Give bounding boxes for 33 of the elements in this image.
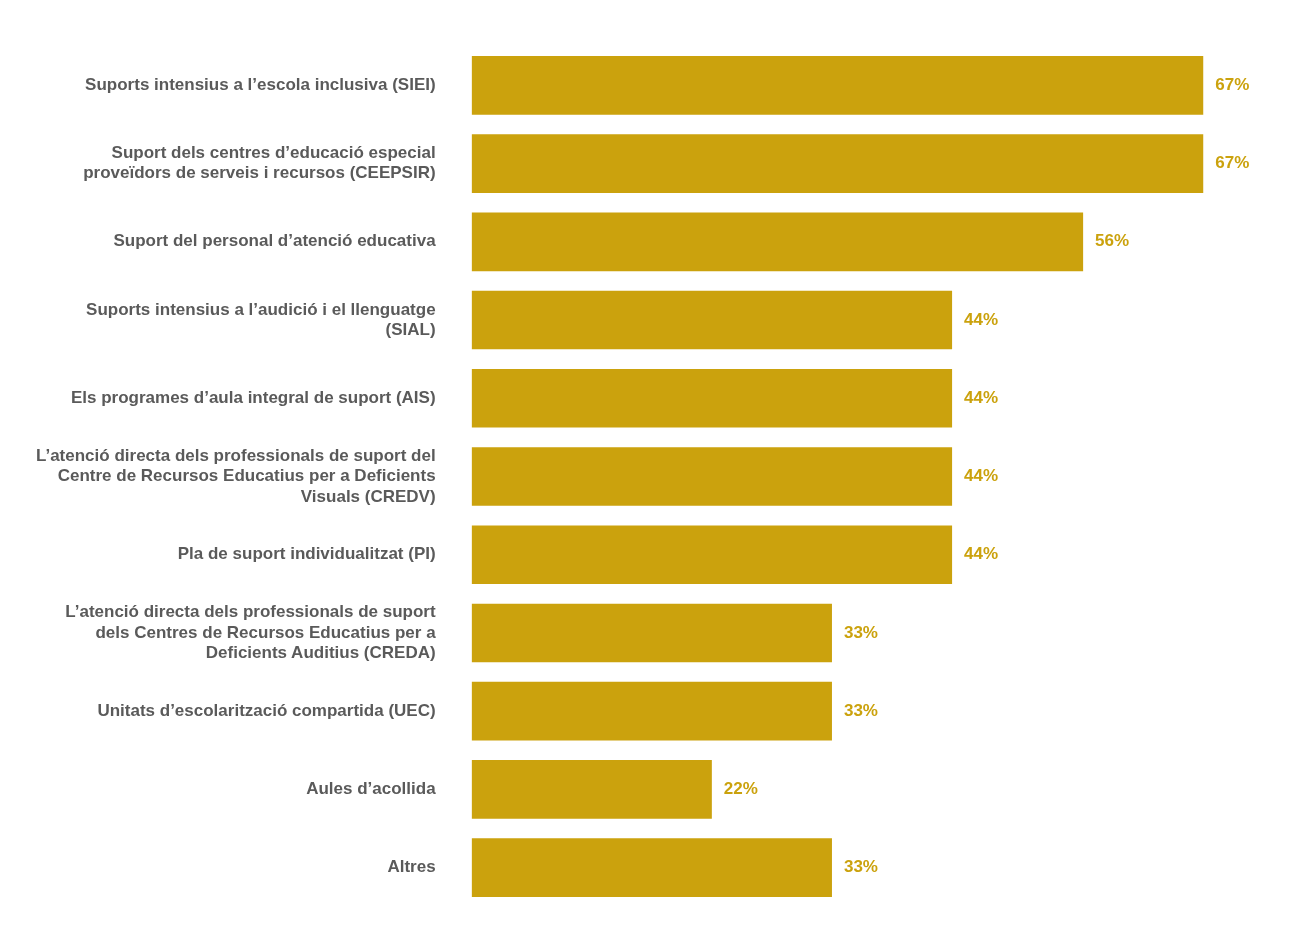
data-label: 67% [1215,75,1250,95]
y-tick-label: Suport dels centres d’educació especial proveïdors de serveis i recursos (CEEPSIR) [83,143,436,183]
bar [471,681,832,741]
bar [471,212,1084,272]
y-tick-label: Suports intensius a l’audició i el llenguatge (SIAL) [86,299,436,339]
bar [471,447,953,506]
data-label: 44% [964,387,999,407]
data-label: 44% [964,309,999,329]
y-tick-label: Unitats d’escolarització compartida (UEC) [97,700,436,720]
bar [471,603,832,663]
y-tick-label: L’atenció directa dels professionals de suport dels Centres de Recursos Educatius per a Deficients Auditius (CREDA) [65,602,437,663]
y-tick-label: Pla de suport individualitzat (PI) [177,544,436,564]
y-tick-label: Els programes d’aula integral de suport (AIS) [70,387,436,407]
data-label: 67% [1215,153,1250,173]
y-tick-label: Altres [387,857,436,877]
bar [471,290,953,350]
data-label: 56% [1095,231,1130,251]
bar [471,760,712,819]
data-label: 44% [964,544,999,564]
y-tick-label: Suport del personal d’atenció educativa [113,231,437,251]
bar [471,55,1204,115]
y-tick-label: Suports intensius a l’escola inclusiva (SIEI) [85,75,436,95]
data-label: 33% [843,700,878,720]
bar [471,525,953,585]
y-tick-label: L’atenció directa dels professionals de suport del Centre de Recursos Educatius per a Deficients Visuals (CREDV) [36,445,436,506]
data-label: 22% [723,779,758,799]
bar [471,368,953,428]
bar [471,838,832,898]
data-label: 33% [843,857,878,877]
data-label: 33% [843,622,878,642]
data-label: 44% [964,466,999,486]
bar [471,134,1204,193]
y-tick-label: Aules d’acollida [306,779,437,799]
